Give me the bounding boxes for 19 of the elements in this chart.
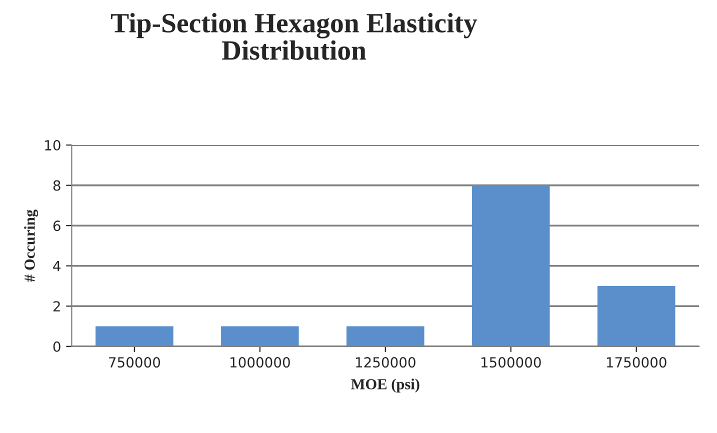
x-tick-label: 1750000	[606, 357, 666, 368]
y-axis-title: # Occuring	[24, 210, 38, 282]
y-tick-label: 0	[53, 341, 60, 352]
chart-title: Tip-Section Hexagon Elasticity Distribution	[111, 12, 478, 60]
bar	[472, 185, 550, 346]
bar	[221, 326, 299, 346]
bar	[96, 326, 174, 346]
bar	[597, 286, 676, 346]
x-tick-label: 1250000	[356, 357, 416, 368]
x-tick-label: 1000000	[230, 357, 290, 368]
y-tick-label: 10	[45, 140, 60, 151]
bar	[346, 326, 424, 346]
x-tick-label: 1500000	[481, 357, 541, 368]
y-tick-label: 8	[53, 180, 60, 191]
x-tick-label: 750000	[109, 357, 160, 368]
y-tick-label: 2	[53, 301, 60, 312]
y-tick-label: 4	[53, 261, 61, 272]
x-axis-title: MOE (psi)	[351, 378, 420, 392]
y-tick-label: 6	[53, 220, 60, 232]
